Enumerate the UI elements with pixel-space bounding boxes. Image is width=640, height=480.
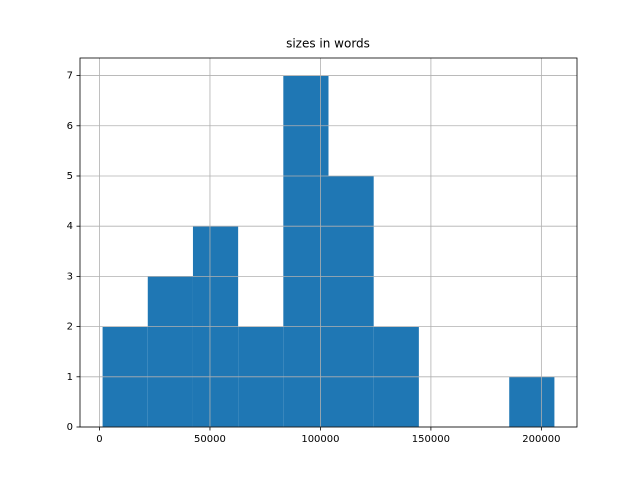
y-tick-label: 1 [67,372,73,383]
bar [147,276,193,427]
plot-frame [79,57,578,428]
y-tick-label: 3 [67,271,73,282]
bar [509,376,555,427]
y-tick-label: 7 [67,71,73,82]
y-tick-label: 6 [67,121,73,132]
x-tick-label: 100000 [301,434,339,445]
chart-title: sizes in words [286,37,370,51]
y-tick-label: 2 [67,322,73,333]
x-tick-label: 200000 [522,434,560,445]
x-tick-label: 150000 [412,434,450,445]
y-tick-label: 4 [67,221,73,232]
y-tick-label: 0 [67,422,73,433]
bar [283,75,329,428]
x-tick-label: 0 [96,434,102,445]
x-tick-label: 50000 [194,434,226,445]
bar [328,175,374,427]
y-tick-label: 5 [67,171,73,182]
